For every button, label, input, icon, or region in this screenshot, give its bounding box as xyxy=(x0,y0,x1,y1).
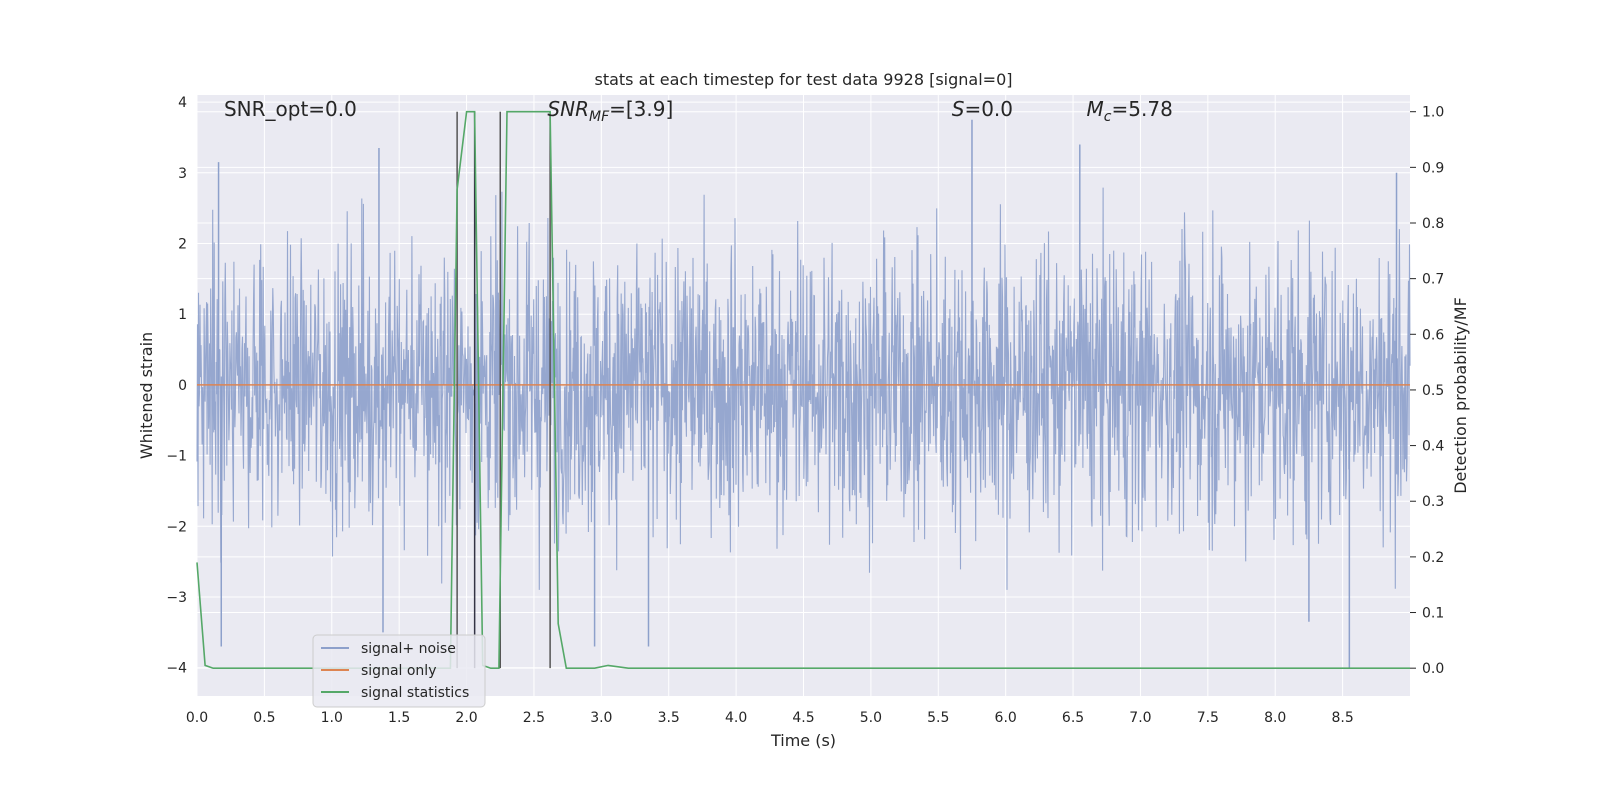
x-tick-label: 6.5 xyxy=(1062,710,1084,726)
legend: signal+ noise signal only signal statistic… xyxy=(312,634,486,708)
y2-tick-label: 0.0 xyxy=(1422,661,1444,677)
x-tick-label: 1.0 xyxy=(321,710,343,726)
x-tick-label: 7.0 xyxy=(1129,710,1151,726)
annotation: SNR_opt=0.0 xyxy=(224,97,357,121)
x-axis-label: Time (s) xyxy=(770,731,836,750)
legend-box xyxy=(312,634,486,708)
x-tick-label: 2.0 xyxy=(455,710,477,726)
x-tick-label: 4.5 xyxy=(792,710,814,726)
x-tick-label: 7.5 xyxy=(1197,710,1219,726)
y-axis-label: Whitened strain xyxy=(137,332,156,459)
y-tick-label: 2 xyxy=(178,236,187,252)
y2-tick-label: 0.5 xyxy=(1422,383,1444,399)
legend-label: signal+ noise xyxy=(361,641,456,657)
annotations: SNR_opt=0.0 SNRMF=[3.9] S=0.0 Mc=5.78 xyxy=(224,97,1173,125)
x-tick-label: 0.0 xyxy=(186,710,208,726)
x-axis-ticks: 0.0 0.5 1.0 1.5 2.0 2.5 3.0 3.5 4.0 4.5 5.0 5.5 6.0 6… xyxy=(186,710,1354,726)
y2-tick-label: 0.2 xyxy=(1422,550,1444,566)
y-tick-label: 1 xyxy=(178,307,187,323)
y-tick-label: 0 xyxy=(178,378,187,394)
x-tick-label: 1.5 xyxy=(388,710,410,726)
noise-trace xyxy=(196,187,1411,590)
y-axis-ticks: −4 −3 −2 −1 0 1 2 3 4 xyxy=(166,95,187,677)
vertical-markers xyxy=(456,111,551,669)
y2-tick-label: 0.8 xyxy=(1422,216,1444,232)
x-tick-label: 3.5 xyxy=(658,710,680,726)
y2-tick-label: 0.3 xyxy=(1422,494,1444,510)
y-tick-label: −2 xyxy=(166,519,187,535)
y2-tick-label: 0.6 xyxy=(1422,327,1444,343)
y2-tick-label: 0.7 xyxy=(1422,272,1444,288)
y2-tick-label: 1.0 xyxy=(1422,105,1444,121)
y2-axis-ticks: 0.0 0.1 0.2 0.3 0.4 0.5 0.6 0.7 0.8 0.9 1.0 xyxy=(1410,105,1444,677)
annotation: Mc=5.78 xyxy=(1087,97,1173,125)
x-tick-label: 5.5 xyxy=(927,710,949,726)
y-tick-label: −3 xyxy=(166,590,187,606)
chart-title: stats at each timestep for test data 992… xyxy=(594,70,1012,89)
y-tick-label: 4 xyxy=(178,95,187,111)
y-tick-label: −4 xyxy=(166,661,187,677)
x-tick-label: 3.0 xyxy=(590,710,612,726)
annotation: S=0.0 xyxy=(952,97,1013,121)
y2-axis-label: Detection probability/MF xyxy=(1451,297,1470,494)
x-tick-label: 4.0 xyxy=(725,710,747,726)
x-tick-label: 6.0 xyxy=(995,710,1017,726)
x-tick-label: 0.5 xyxy=(253,710,275,726)
legend-label: signal only xyxy=(361,663,436,679)
y2-tick-label: 0.1 xyxy=(1422,606,1444,622)
y-tick-label: −1 xyxy=(166,449,187,465)
x-tick-label: 2.5 xyxy=(523,710,545,726)
legend-label: signal statistics xyxy=(361,685,469,701)
y2-tick-label: 0.4 xyxy=(1422,439,1444,455)
x-tick-label: 5.0 xyxy=(860,710,882,726)
y-tick-label: 3 xyxy=(178,166,187,182)
annotation: SNRMF=[3.9] xyxy=(547,97,673,125)
y2-tick-label: 0.9 xyxy=(1422,160,1444,176)
x-tick-label: 8.5 xyxy=(1331,710,1353,726)
x-tick-label: 8.0 xyxy=(1264,710,1286,726)
